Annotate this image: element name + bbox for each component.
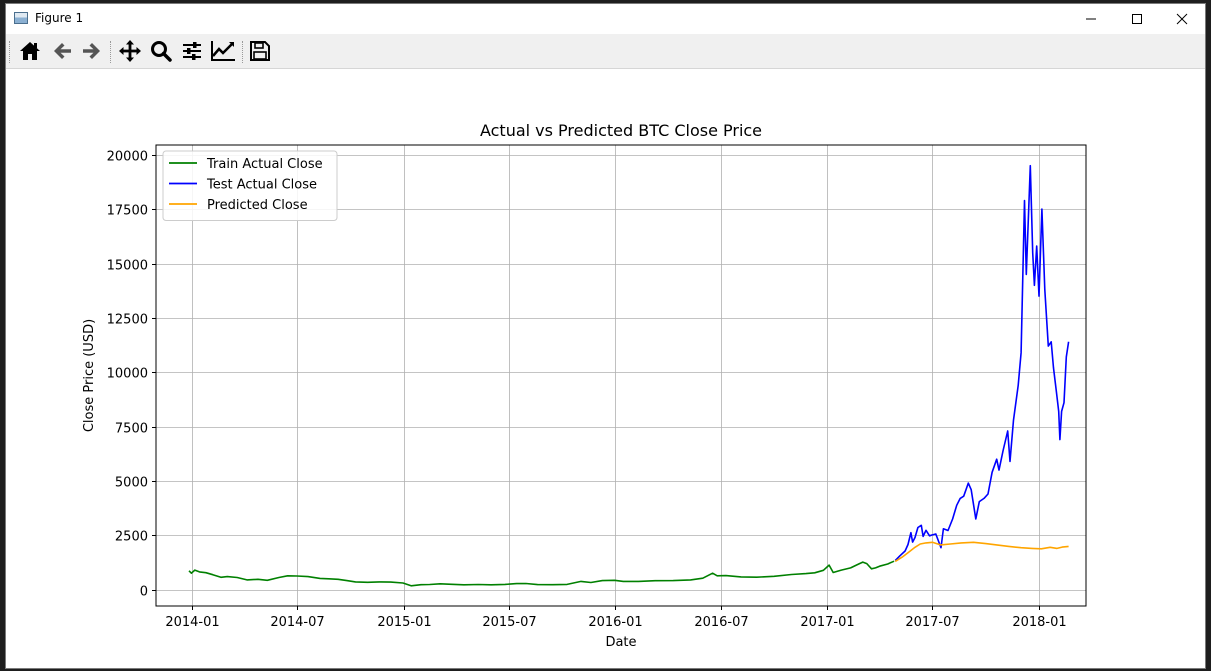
y-axis-label: Close Price (USD) xyxy=(82,319,97,432)
x-tick-label: 2016-01 xyxy=(588,615,642,630)
y-tick-label: 0 xyxy=(140,585,148,600)
figure-canvas[interactable]: 2014-01 2014-07 2015-01 2015-07 2016-01 2016-… xyxy=(6,69,1205,668)
figure-icon xyxy=(14,12,28,24)
back-arrow-icon xyxy=(54,43,71,59)
x-tick-label: 2016-07 xyxy=(694,615,748,630)
magnifier-icon xyxy=(151,41,172,62)
legend-box xyxy=(162,150,338,221)
y-tick-label: 12500 xyxy=(107,313,148,328)
y-tick-label: 17500 xyxy=(107,204,148,219)
figure-window: Figure 1 xyxy=(6,4,1205,668)
save-button[interactable] xyxy=(246,38,274,64)
maximize-button[interactable] xyxy=(1114,4,1160,34)
home-icon xyxy=(20,42,40,60)
maximize-icon xyxy=(1132,14,1142,24)
forward-button[interactable] xyxy=(78,38,106,64)
x-tick-label: 2015-01 xyxy=(377,615,431,630)
forward-arrow-icon xyxy=(83,43,100,59)
legend-label-0: Train Actual Close xyxy=(206,157,323,172)
series-line-0 xyxy=(188,560,895,587)
pan-button[interactable] xyxy=(116,38,144,64)
chart-title: Actual vs Predicted BTC Close Price xyxy=(480,121,762,140)
grid-lines xyxy=(156,145,1086,606)
series-lines xyxy=(188,164,1070,587)
chart-svg: 2014-01 2014-07 2015-01 2015-07 2016-01 2016-… xyxy=(82,121,1087,650)
move-icon xyxy=(119,40,141,62)
x-axis-label: Date xyxy=(605,635,636,650)
close-button[interactable] xyxy=(1159,4,1205,34)
title-bar: Figure 1 xyxy=(6,4,1205,34)
toolbar-grip xyxy=(9,41,11,63)
zoom-button[interactable] xyxy=(147,38,175,64)
x-tick-label: 2014-07 xyxy=(270,615,324,630)
edit-axes-button[interactable] xyxy=(209,38,237,64)
plot-area-frame xyxy=(155,144,1087,607)
series-line-2 xyxy=(894,541,1069,563)
y-tick-label: 15000 xyxy=(107,259,148,274)
toolbar-separator xyxy=(110,41,112,63)
toolbar-separator xyxy=(242,41,244,63)
subplots-button[interactable] xyxy=(178,38,206,64)
legend-label-1: Test Actual Close xyxy=(206,178,317,193)
y-tick-label: 7500 xyxy=(115,422,148,437)
legend: Train Actual Close Test Actual Close Predi… xyxy=(162,150,338,221)
y-tick-label: 2500 xyxy=(115,530,148,545)
x-tick-label: 2017-07 xyxy=(905,615,959,630)
line-chart-icon xyxy=(211,41,235,61)
minimize-button[interactable] xyxy=(1068,4,1114,34)
axis-ticks: 2014-01 2014-07 2015-01 2015-07 2016-01 2016-… xyxy=(107,150,1067,631)
x-tick-label: 2015-07 xyxy=(482,615,536,630)
x-tick-label: 2018-01 xyxy=(1012,615,1066,630)
close-icon xyxy=(1176,13,1188,25)
minimize-icon xyxy=(1086,18,1096,20)
home-button[interactable] xyxy=(16,38,44,64)
y-tick-label: 5000 xyxy=(115,476,148,491)
series-line-1 xyxy=(894,164,1070,562)
x-tick-label: 2014-01 xyxy=(165,615,219,630)
sliders-icon xyxy=(183,42,201,60)
x-tick-label: 2017-01 xyxy=(800,615,854,630)
window-title: Figure 1 xyxy=(35,11,84,25)
y-tick-label: 10000 xyxy=(107,367,148,382)
y-tick-label: 20000 xyxy=(107,150,148,165)
floppy-disk-icon xyxy=(250,41,270,61)
navigation-toolbar xyxy=(6,34,1205,69)
legend-label-2: Predicted Close xyxy=(207,198,308,213)
back-button[interactable] xyxy=(48,38,76,64)
